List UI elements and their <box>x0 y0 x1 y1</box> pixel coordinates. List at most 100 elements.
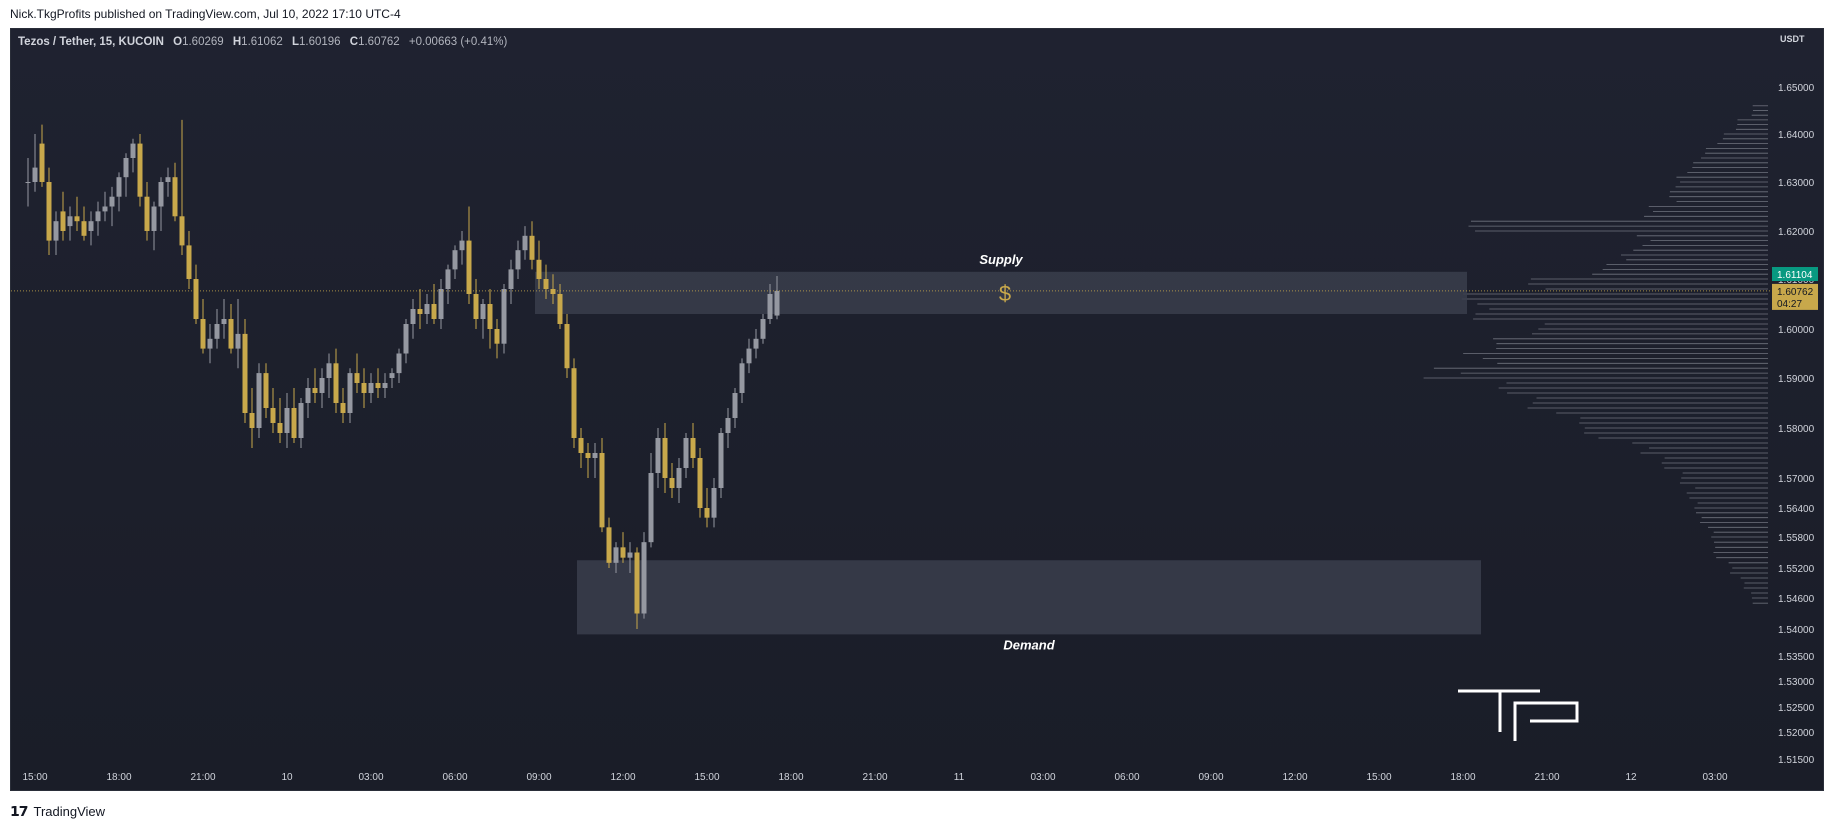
x-tick-label: 12:00 <box>610 772 635 783</box>
candle-body <box>628 553 633 558</box>
time-axis: 15:00 18:00 21:00 10 03:00 06:00 09:00 12:00 15:… <box>22 772 1727 783</box>
candle-body <box>257 373 262 428</box>
candle-body <box>82 221 87 236</box>
x-tick-label: 09:00 <box>526 772 551 783</box>
candle-body <box>586 453 591 458</box>
candle-body <box>390 373 395 378</box>
candle-body <box>313 388 318 393</box>
candle-body <box>453 250 458 269</box>
candle-body <box>159 182 164 207</box>
candle-body <box>551 289 556 294</box>
candle-body <box>418 309 423 314</box>
candle-body <box>698 458 703 508</box>
legend-c-label: C <box>350 36 358 48</box>
candle-body <box>649 473 654 542</box>
candle-body <box>369 383 374 393</box>
x-tick-label: 12:00 <box>1282 772 1307 783</box>
candle-body <box>775 291 780 316</box>
candle-body <box>299 403 304 438</box>
y-tick-label: 1.57000 <box>1778 474 1815 485</box>
y-tick-label: 1.55800 <box>1778 533 1815 544</box>
y-tick-label: 1.54600 <box>1778 594 1815 605</box>
candle-body <box>642 542 647 613</box>
candle-body <box>348 373 353 413</box>
x-tick-label: 18:00 <box>106 772 131 783</box>
y-tick-label: 1.59000 <box>1778 374 1815 385</box>
x-tick-label: 15:00 <box>694 772 719 783</box>
x-tick-label: 06:00 <box>442 772 467 783</box>
candle-body <box>180 216 185 245</box>
candle-body <box>768 294 773 319</box>
candle-body <box>138 144 143 197</box>
x-tick-label: 18:00 <box>1450 772 1475 783</box>
candle-body <box>509 269 514 289</box>
legend-h-label: H <box>233 36 241 48</box>
candle-body <box>761 319 766 339</box>
candle-body <box>33 168 38 182</box>
candle-body <box>691 438 696 458</box>
candle-body <box>446 269 451 289</box>
candle-body <box>89 221 94 231</box>
x-tick-label: 21:00 <box>190 772 215 783</box>
candle-body <box>635 553 640 614</box>
candle-body <box>187 245 192 279</box>
candle-body <box>292 408 297 438</box>
candle-body <box>705 508 710 518</box>
legend-symbol: Tezos / Tether, 15, KUCOIN <box>18 36 164 48</box>
x-tick-label: 12 <box>1625 772 1637 783</box>
zone-label-demand: Demand <box>1003 637 1055 652</box>
candle-body <box>516 250 521 269</box>
legend-l-value: 1.60196 <box>299 36 341 48</box>
x-tick-label: 03:00 <box>358 772 383 783</box>
candle-body <box>670 478 675 488</box>
candle-body <box>278 423 283 433</box>
candle-body <box>572 368 577 438</box>
candle-body <box>131 144 136 158</box>
candle-body <box>488 304 493 329</box>
candle-body <box>397 354 402 374</box>
candle-body <box>194 279 199 319</box>
tp-logo <box>1458 691 1577 741</box>
legend-o-label: O <box>173 36 182 48</box>
candle-body <box>75 216 80 221</box>
candle-body <box>495 329 500 344</box>
y-tick-label: 1.54000 <box>1778 625 1815 636</box>
last-price-text: 1.61104 <box>1777 270 1813 281</box>
candle-body <box>726 418 731 433</box>
candle-body <box>411 309 416 324</box>
zone-demand[interactable] <box>577 560 1481 634</box>
legend-change: +0.00663 (+0.41%) <box>409 36 508 48</box>
y-tick-label: 1.53000 <box>1778 677 1815 688</box>
y-tick-label: 1.52000 <box>1778 728 1815 739</box>
candle-body <box>117 177 122 197</box>
y-tick-label: 1.52500 <box>1778 703 1815 714</box>
candle-body <box>341 403 346 413</box>
candle-body <box>719 433 724 488</box>
tradingview-brand: TradingView <box>33 804 105 819</box>
legend-c-value: 1.60762 <box>358 36 400 48</box>
candle-body <box>61 211 66 231</box>
candle-body <box>173 177 178 216</box>
candle-body <box>432 304 437 319</box>
tradingview-logo[interactable]: 𝟭𝟳 TradingView <box>10 803 105 820</box>
candle-body <box>271 408 276 423</box>
zone-label-supply: Supply <box>979 252 1023 267</box>
x-tick-label: 18:00 <box>778 772 803 783</box>
candle-body <box>593 453 598 458</box>
candle-body <box>264 373 269 408</box>
candle-body <box>544 279 549 289</box>
y-tick-label: 1.53500 <box>1778 652 1815 663</box>
legend-h-value: 1.61062 <box>241 36 283 48</box>
candle-body <box>474 294 479 319</box>
candle-body <box>96 211 101 221</box>
candle-body <box>320 378 325 393</box>
candle-body <box>684 438 689 468</box>
candle-body <box>334 363 339 403</box>
volume-profile <box>1424 106 1768 603</box>
candle-body <box>502 289 507 344</box>
y-tick-label: 1.65000 <box>1778 83 1815 94</box>
footer <box>0 791 1834 826</box>
candle-body <box>439 289 444 319</box>
x-tick-label: 03:00 <box>1030 772 1055 783</box>
